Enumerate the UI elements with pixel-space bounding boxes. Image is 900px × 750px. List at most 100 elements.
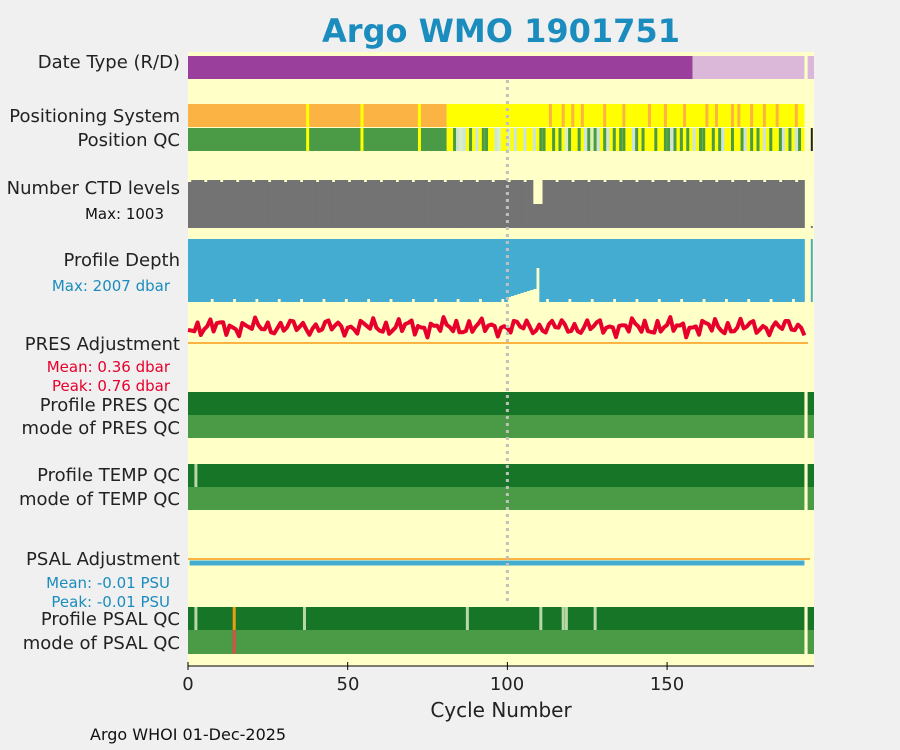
profile-temp-qc-band [188,464,805,487]
ctd-levels-bar [350,180,355,228]
profile-depth-bar [331,239,336,302]
label-mode-pres-qc: mode of PRES QC [21,418,180,439]
profile-depth-bar [427,239,432,302]
mode-temp-qc-band [188,487,805,510]
mode-psal-qc-band [188,630,805,654]
ctd-levels-bar [382,180,387,228]
ctd-levels-bar [242,180,246,228]
position-qc-bar [593,128,597,151]
position-qc-bar [692,128,696,151]
position-qc-bar [667,128,671,151]
position-qc-bar [673,128,677,151]
positioning-segment [446,104,805,127]
positioning-break-bar [737,104,741,127]
ctd-levels-bar [274,180,278,228]
profile-depth-bar [405,239,409,302]
ctd-levels-bar [440,180,444,228]
profile-depth-bar [497,239,502,302]
profile-psal-qc-bar [302,607,306,630]
profile-psal-qc-band [188,607,805,630]
profile-depth-bar [660,239,665,302]
mode-psal-qc-band [807,630,814,654]
profile-depth-bar [651,239,655,302]
ctd-levels-bar [743,180,748,228]
position-qc-bar [670,128,674,151]
pres-adjustment-line [187,315,807,340]
ctd-levels-bar [545,180,550,228]
profile-depth-bar [775,239,780,302]
ctd-levels-bar [207,180,211,228]
ctd-levels-bar [730,182,735,228]
ctd-levels-bar [702,180,706,228]
profile-depth-bar [686,239,690,302]
position-qc-bar [810,128,813,151]
profile-depth-bar [529,239,534,290]
ctd-levels-bar [427,182,432,228]
ctd-levels-bar [686,180,690,228]
profile-depth-bar [532,239,537,289]
profile-depth-bar [251,239,256,302]
positioning-break-bar [603,104,607,127]
ctd-levels-bar [603,182,607,228]
ctd-levels-bar [315,182,320,228]
profile-depth-bar [255,239,259,299]
position-qc-bar [475,128,479,151]
ctd-levels-bar [794,182,799,228]
profile-depth-bar [389,239,393,299]
ctd-levels-bar [778,182,783,228]
position-qc-bar [654,128,658,151]
ctd-levels-bar [197,180,202,228]
position-qc-bar [558,128,562,151]
position-qc-bar [730,128,734,151]
ctd-levels-bar [235,182,240,228]
profile-depth-bar [379,239,384,302]
profile-depth-bar [603,239,607,302]
ctd-levels-bar [194,180,198,228]
ctd-levels-bar [277,180,282,228]
ctd-levels-bar [516,180,521,228]
profile-depth-bar [229,239,234,302]
profile-depth-bar [548,239,553,302]
profile-depth-bar [753,239,757,302]
profile-depth-bar [791,239,796,299]
ctd-levels-bar [510,180,515,228]
profile-depth-bar [670,239,674,302]
profile-depth-bar [612,239,617,299]
ctd-levels-bar [494,180,499,228]
positioning-break-bar [775,104,779,127]
x-tick-label: 150 [649,674,685,695]
profile-depth-bar [762,239,767,302]
profile-depth-bar [737,239,741,302]
label-profile-depth: Profile Depth [63,250,180,271]
ctd-levels-bar [756,180,761,228]
psal-mean-label: Mean: -0.01 PSU [46,574,170,592]
ctd-levels-bar [785,180,789,228]
profile-depth-bar [430,239,435,302]
ctd-levels-bar [705,180,710,228]
profile-depth-bar [318,239,323,302]
ctd-levels-bar [507,182,511,228]
ctd-levels-bar [513,180,518,228]
position-qc-bar [532,128,536,151]
position-qc-bar [798,128,802,151]
position-qc-bar [456,128,460,151]
ctd-levels-bar [679,180,684,228]
profile-depth-bar [494,239,499,302]
profile-depth-bar [568,239,572,299]
position-qc-bar [619,128,623,151]
ctd-levels-bar [248,180,253,228]
profile-depth-bar [600,239,604,302]
profile-depth-bar [341,239,345,302]
profile-depth-bar [743,239,748,302]
profile-depth-bar [366,239,371,299]
positioning-break-bar [663,104,667,127]
ctd-levels-bar [663,180,668,228]
position-qc-bar [360,128,364,151]
positioning-segment [188,104,447,127]
profile-depth-bar [293,239,297,302]
profile-depth-bar [794,239,799,302]
ctd-levels-bar [312,180,317,228]
profile-depth-bar [264,239,269,302]
position-qc-bar [568,128,572,151]
profile-depth-bar [647,239,652,302]
